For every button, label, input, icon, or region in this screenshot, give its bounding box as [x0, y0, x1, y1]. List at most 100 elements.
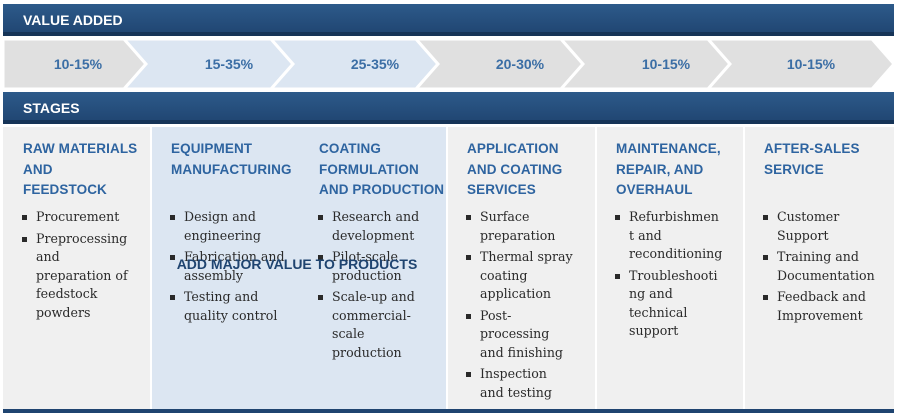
stages-title: STAGES [23, 100, 80, 116]
bullet-icon [22, 236, 27, 242]
value-added-header: VALUE ADDED [3, 4, 894, 36]
stage-item-line: and finishing [480, 344, 563, 360]
stage-item: Post-processing and finishing [463, 307, 590, 363]
bullet-icon [763, 215, 768, 220]
bullet-icon [466, 372, 471, 377]
value-chevron [559, 39, 732, 89]
stage-item-line: Refurbishmen [629, 209, 719, 224]
stage-item-line: preparation [480, 227, 556, 243]
stage-items: Design and engineering Fabrication and asse… [167, 208, 293, 328]
value-percentage: 10-15% [786, 56, 836, 72]
stage-item-line: support [629, 323, 679, 338]
stage-item: Thermal spray coating application [463, 248, 590, 304]
stage-title: APPLICATION AND COATING SERVICES [467, 139, 562, 201]
stage-item-line: technical [629, 304, 688, 320]
stage-title-line: RAW MATERIALS [23, 141, 138, 156]
stage-item-line: production [332, 267, 402, 283]
bullet-icon [615, 273, 620, 279]
stage-item: Fabrication and assembly [167, 248, 293, 285]
stage-item-line: Scale-up and [332, 289, 415, 304]
bullet-icon [763, 295, 768, 300]
stage-items: Customer Support Training and Documentation… [760, 208, 888, 328]
stage-title-line: MANUFACTURING [171, 161, 292, 177]
stage-item-line: Customer [777, 209, 840, 224]
bullet-icon [22, 215, 27, 220]
value-percentage: 20-30% [495, 56, 545, 72]
stage-item: Procurement [19, 208, 145, 227]
highlight-label: ADD MAJOR VALUE TO PRODUCTS [176, 256, 418, 272]
column-divider [595, 127, 597, 410]
stage-item: Feedback and Improvement [760, 288, 888, 325]
stage-item: Training and Documentation [760, 248, 888, 285]
stage-item: Research and development [315, 208, 441, 245]
stage-column: APPLICATION AND COATING SERVICES Surface pre… [447, 127, 596, 410]
stage-item-line: scale [332, 326, 365, 341]
stage-item-line: Procurement [36, 209, 120, 224]
stage-items: Surface preparation Thermal spray coating ap… [463, 208, 590, 405]
stage-column: RAW MATERIALS AND FEEDSTOCK Procurement Prep… [3, 127, 151, 410]
value-percentage: 15-35% [204, 56, 254, 72]
stage-item: Refurbishmen t and reconditioning [612, 208, 738, 264]
stages-columns: RAW MATERIALS AND FEEDSTOCK Procurement Prep… [3, 127, 894, 410]
bullet-icon [318, 255, 323, 260]
stage-title-line: AFTER-SALES [764, 141, 860, 156]
bullet-icon [318, 295, 323, 300]
stage-item: Scale-up and commercial-scale production [315, 288, 441, 362]
stage-column: EQUIPMENT MANUFACTURING Design and engineer… [151, 127, 299, 410]
stage-item-line: Fabrication and [184, 249, 285, 264]
stage-title-line: FORMULATION [319, 161, 419, 177]
value-added-title: VALUE ADDED [23, 12, 123, 28]
stage-item-line: engineering [184, 227, 261, 243]
stage-item-line: Troubleshooti [629, 267, 718, 283]
column-divider [150, 127, 152, 410]
stage-column: COATING FORMULATION AND PRODUCTION Research… [299, 127, 447, 410]
bullet-icon [763, 255, 768, 260]
stage-item-line: Documentation [777, 267, 875, 283]
stage-title-line: AND COATING [467, 161, 563, 177]
stage-item-line: coating [480, 267, 528, 283]
stage-item-line: preparation of [36, 267, 128, 283]
stage-item: Inspection and testing [463, 365, 590, 402]
stage-title-line: OVERHAUL [616, 182, 693, 197]
stage-item-line: Design and [184, 209, 256, 224]
value-arrows [3, 39, 894, 89]
value-percentage: 25-35% [350, 56, 400, 72]
stage-items: Refurbishmen t and reconditioning Troublesh… [612, 208, 738, 344]
stage-item-line: ng and [629, 286, 673, 301]
stage-item-line: Testing and [184, 289, 259, 304]
stage-title-line: COATING [319, 141, 381, 156]
bullet-icon [615, 215, 620, 220]
stage-item-line: assembly [184, 267, 244, 283]
stage-title: EQUIPMENT MANUFACTURING [171, 139, 292, 180]
stage-item-line: quality control [184, 307, 278, 323]
value-percentage: 10-15% [53, 56, 103, 72]
stage-item-line: Preprocessing [36, 230, 128, 246]
stage-item: Pilot-scale production [315, 248, 441, 285]
stage-title-line: FEEDSTOCK [23, 182, 107, 197]
value-chevron [706, 39, 894, 89]
stage-title-line: SERVICE [764, 161, 824, 177]
stage-item-line: application [480, 286, 552, 301]
stage-title: AFTER-SALES SERVICE [764, 139, 860, 180]
stage-item-line: Research and [332, 209, 420, 224]
stage-item-line: Feedback and [777, 289, 866, 304]
value-percentage: 10-15% [641, 56, 691, 72]
stage-title-line: SERVICES [467, 182, 536, 197]
stage-item-line: feedstock [36, 286, 98, 301]
stage-title-line: MAINTENANCE, [616, 141, 721, 156]
stage-title-line: APPLICATION [467, 141, 559, 156]
stage-item: Customer Support [760, 208, 888, 245]
bullet-icon [170, 295, 175, 300]
stage-item-line: Support [777, 227, 829, 243]
stage-item-line: development [332, 227, 415, 243]
stage-column: MAINTENANCE, REPAIR, AND OVERHAUL Refurbish… [596, 127, 744, 410]
stage-item-line: Inspection [480, 366, 547, 381]
stage-item-line: Post- [480, 307, 512, 323]
stage-title-line: AND [23, 161, 53, 177]
stage-title-line: AND PRODUCTION [319, 182, 445, 197]
stage-item: Preprocessing and preparation of feedstock p… [19, 230, 145, 323]
stage-item-line: Training and [777, 249, 859, 264]
stage-item-line: powders [36, 304, 91, 320]
value-chevron [414, 39, 585, 89]
value-chevron [122, 39, 295, 89]
